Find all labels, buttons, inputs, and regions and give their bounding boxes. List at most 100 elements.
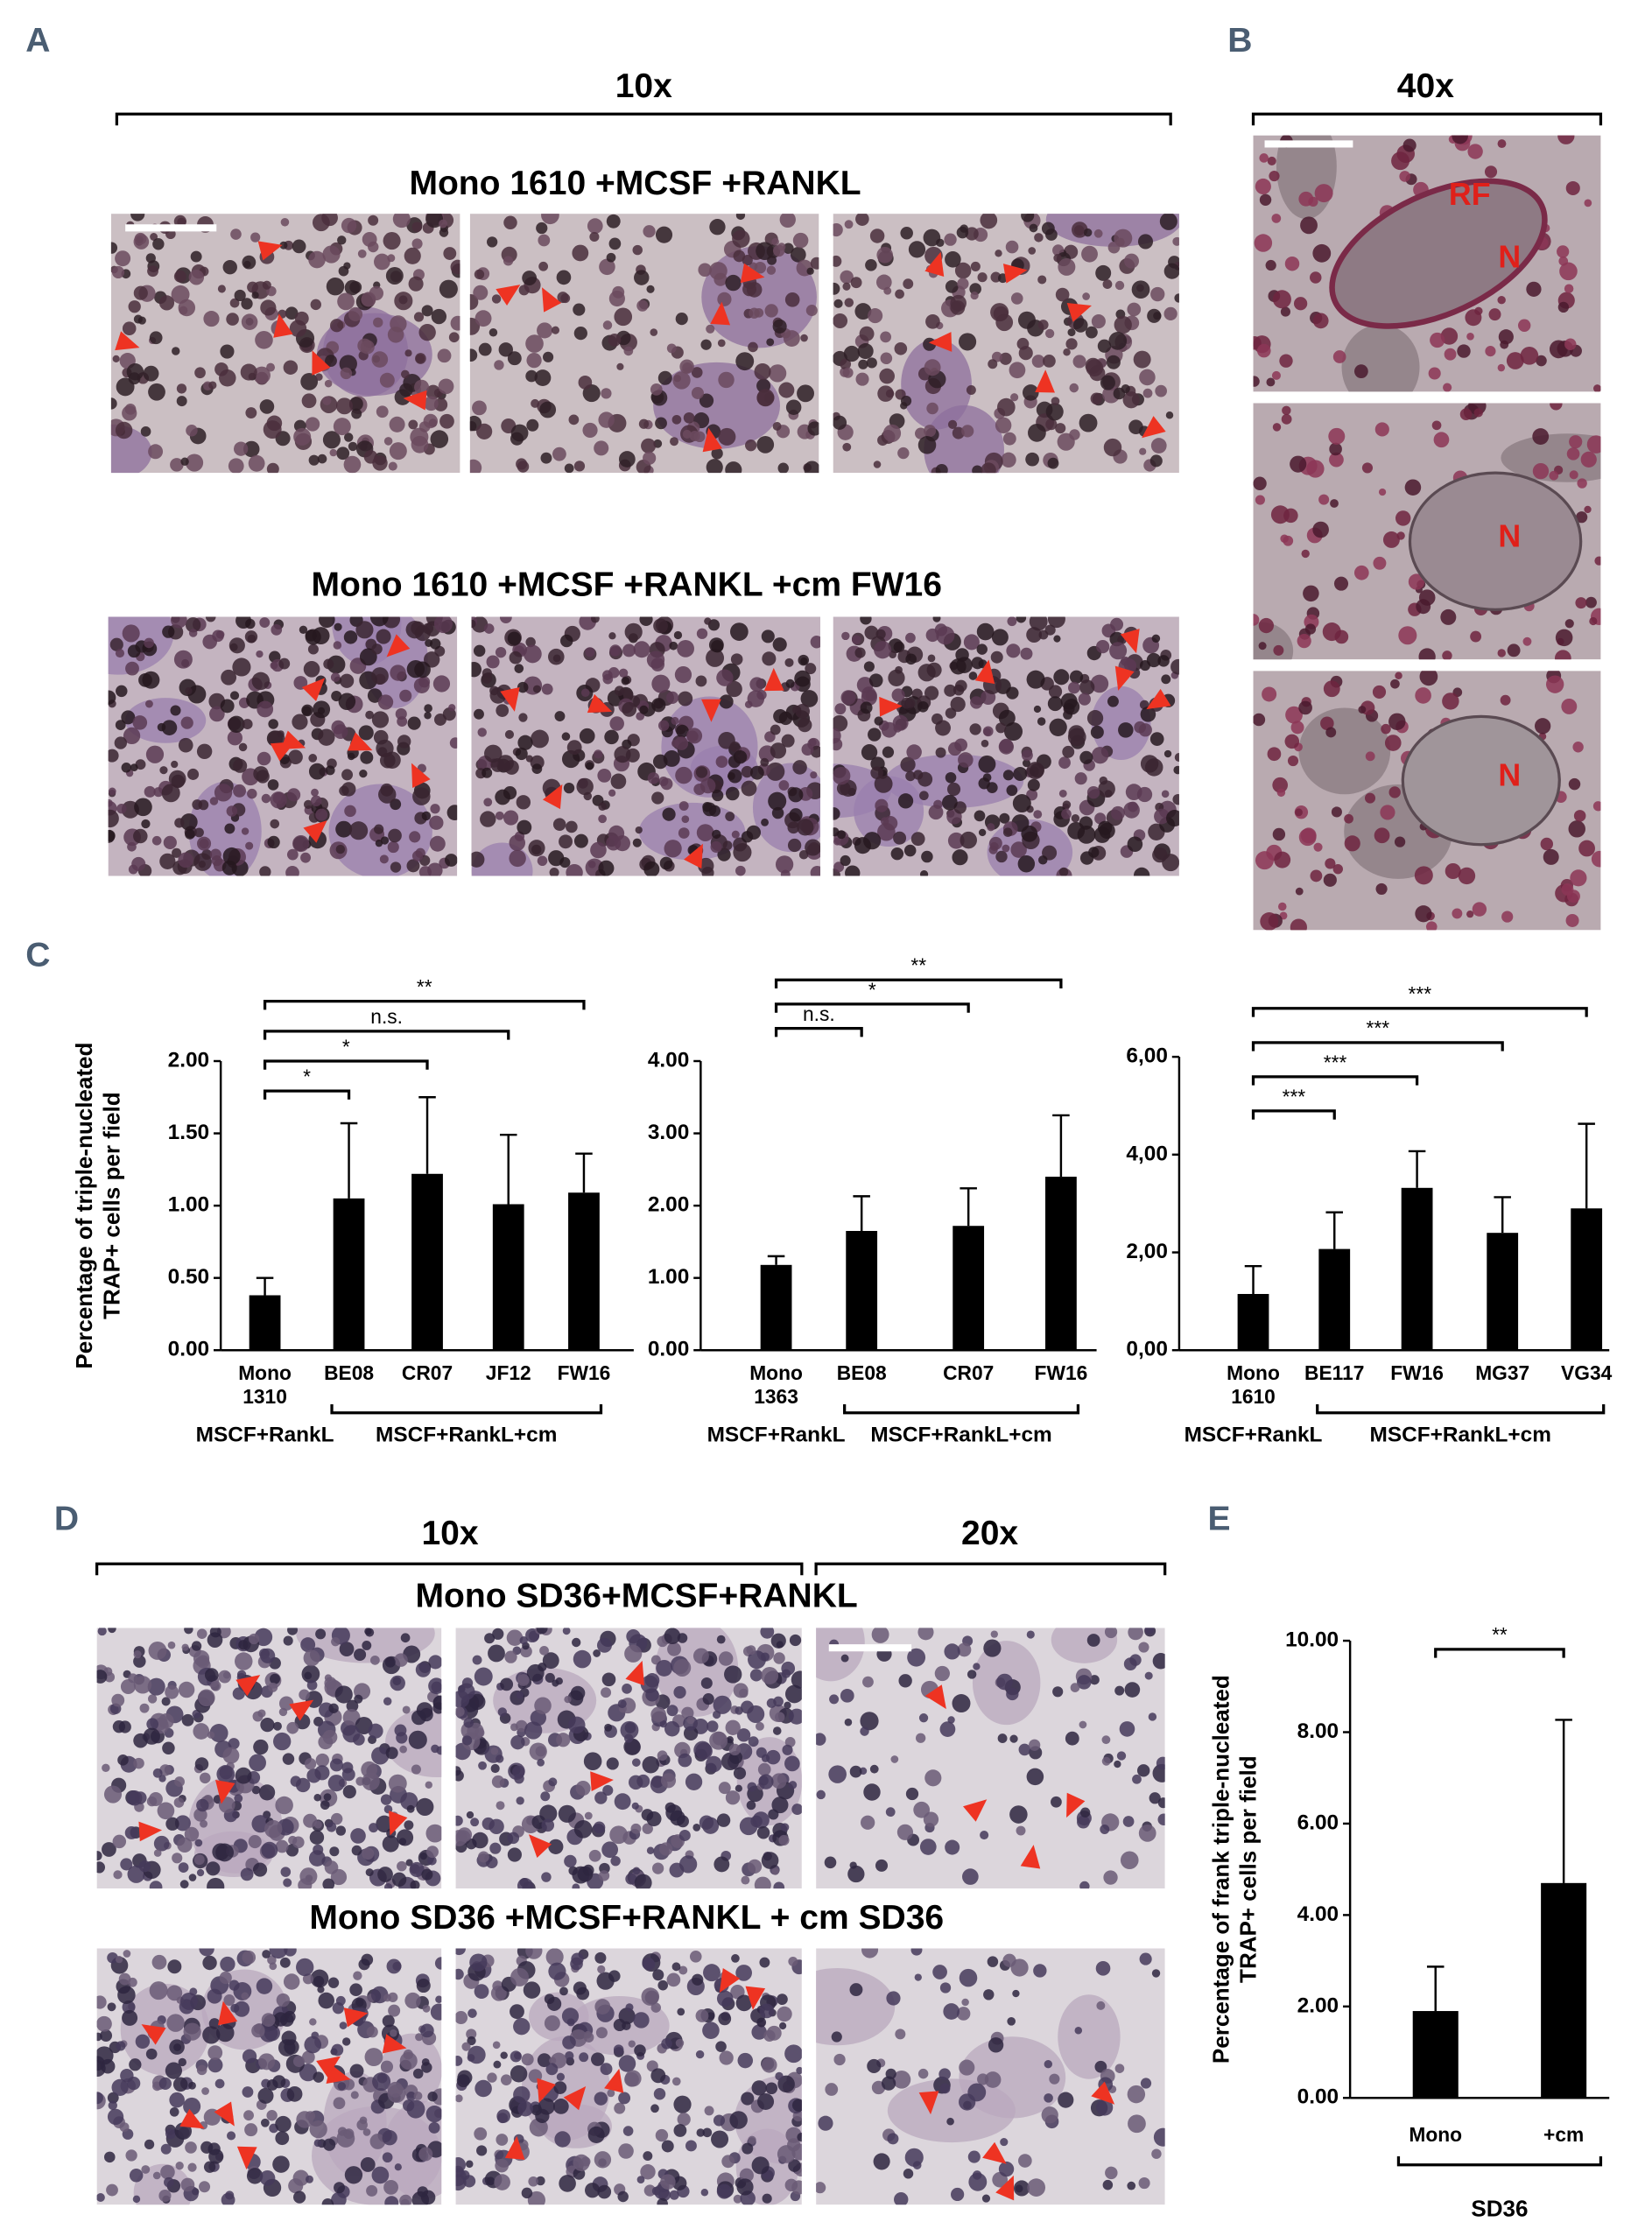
cell [634, 2044, 646, 2057]
magnification: 20x [961, 1515, 1018, 1552]
cell [432, 1702, 442, 1714]
cell [717, 339, 726, 348]
cell [1108, 332, 1128, 350]
cell [633, 641, 650, 658]
cell [302, 1973, 313, 1985]
cell [564, 463, 574, 474]
cell [718, 2012, 732, 2026]
cell [360, 2157, 376, 2172]
cell [706, 324, 715, 334]
cell [432, 675, 451, 693]
cell [1314, 184, 1333, 203]
cell [503, 785, 517, 800]
cell [421, 305, 433, 317]
cell [181, 1643, 189, 1651]
cell [526, 1663, 545, 1682]
cell [324, 1860, 339, 1874]
cell [169, 2092, 185, 2108]
arrowhead [500, 687, 520, 712]
cell [310, 299, 321, 311]
cell [775, 2071, 784, 2081]
cell [143, 1727, 160, 1745]
cell [513, 2018, 531, 2036]
cell [781, 734, 795, 748]
cell [106, 2183, 118, 2197]
cell [745, 439, 757, 452]
cell [970, 261, 981, 271]
cell [870, 766, 883, 780]
cell [1015, 2184, 1023, 2193]
cell [258, 1784, 276, 1801]
cell [387, 841, 399, 854]
cell [1584, 505, 1592, 514]
cell [1034, 233, 1044, 243]
arrowhead [303, 820, 327, 843]
cell [810, 635, 820, 649]
cell [1272, 777, 1289, 793]
cell [798, 849, 809, 860]
cell [956, 2007, 971, 2021]
cell [177, 1837, 193, 1853]
cell [510, 2065, 528, 2083]
cell [1139, 660, 1151, 672]
cell [1323, 873, 1337, 887]
cell [410, 427, 429, 447]
cell [650, 2002, 661, 2013]
cell [102, 1842, 116, 1857]
cell [1584, 199, 1592, 207]
magnification: 10x [615, 67, 672, 105]
arrowhead [214, 2101, 235, 2127]
cell [380, 836, 390, 845]
cell [978, 828, 987, 837]
y-tick-label: 6,00 [1126, 1044, 1167, 1068]
cell [283, 1973, 300, 1990]
arrowhead [745, 1986, 766, 2010]
y-tick-label: 6.00 [1297, 1811, 1339, 1834]
cell [1085, 326, 1098, 339]
cell [983, 1639, 1002, 1657]
cell [790, 246, 806, 263]
cell [365, 710, 374, 720]
cell [120, 1679, 136, 1695]
cell [1290, 721, 1304, 735]
cell [1325, 858, 1336, 869]
cell [185, 617, 201, 633]
cell [582, 422, 598, 439]
cell [669, 2190, 679, 2200]
cell [1055, 423, 1066, 434]
cell [655, 2128, 669, 2142]
arrowhead [348, 732, 373, 751]
cell [961, 1998, 969, 2007]
cell [341, 217, 357, 234]
cell [662, 807, 676, 821]
cell [234, 289, 246, 302]
cell [669, 1862, 685, 1878]
cell [242, 2049, 257, 2064]
cell [1041, 2106, 1058, 2124]
cell [144, 700, 153, 708]
cell [1470, 630, 1482, 643]
cell [568, 1716, 586, 1734]
cell [1272, 290, 1291, 309]
group-bracket [330, 1404, 603, 1415]
cell [674, 666, 692, 684]
cell [419, 2023, 434, 2038]
cell [1285, 706, 1303, 724]
cell [764, 304, 778, 318]
cell [1534, 718, 1551, 735]
cell [272, 2155, 290, 2173]
cell [385, 267, 404, 285]
cell [473, 644, 486, 657]
cell [111, 265, 125, 279]
cell [301, 2050, 315, 2064]
cell [323, 658, 334, 670]
cell [1079, 1720, 1087, 1729]
cell [974, 810, 986, 822]
bar [1571, 1208, 1603, 1351]
cell [308, 1850, 326, 1867]
cell [366, 2026, 378, 2038]
cell [238, 742, 248, 752]
cell [379, 752, 396, 769]
cell [855, 372, 869, 386]
cell [750, 1815, 763, 1828]
